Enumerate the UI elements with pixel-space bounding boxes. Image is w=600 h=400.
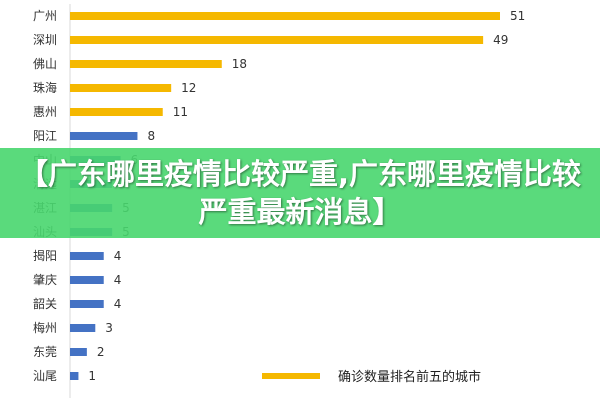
- category-label: 阳江: [33, 129, 57, 143]
- category-label: 肇庆: [33, 272, 57, 287]
- bar: [70, 36, 484, 44]
- data-label: 49: [493, 33, 508, 47]
- legend-swatch: [262, 373, 320, 379]
- category-label: 韶关: [33, 296, 57, 311]
- category-label: 梅州: [33, 320, 57, 335]
- legend: 确诊数量排名前五的城市: [262, 369, 481, 385]
- category-label: 深圳: [33, 33, 57, 47]
- bar: [70, 252, 104, 260]
- data-label: 1: [88, 369, 96, 383]
- bar: [70, 372, 79, 380]
- category-label: 广州: [33, 9, 57, 23]
- legend-label: 确诊数量排名前五的城市: [338, 369, 481, 385]
- data-label: 12: [181, 81, 196, 95]
- category-label: 惠州: [33, 105, 57, 119]
- category-label: 揭阳: [33, 248, 57, 263]
- category-label: 汕尾: [33, 369, 57, 383]
- data-label: 4: [114, 249, 122, 263]
- category-label: 珠海: [33, 80, 57, 95]
- bar: [70, 132, 138, 140]
- bar: [70, 324, 96, 332]
- data-label: 4: [114, 297, 122, 311]
- data-label: 51: [510, 9, 525, 23]
- category-label: 东莞: [33, 345, 57, 359]
- bar: [70, 300, 104, 308]
- page-title[interactable]: 【广东哪里疫情比较严重,广东哪里疫情比较严重最新消息】: [18, 157, 582, 229]
- data-label: 8: [147, 129, 155, 143]
- data-label: 2: [97, 345, 105, 359]
- data-label: 18: [232, 57, 247, 71]
- bar: [70, 348, 87, 356]
- data-label: 4: [114, 273, 122, 287]
- data-label: 3: [105, 321, 113, 335]
- bar: [70, 60, 222, 68]
- data-label: 11: [173, 105, 188, 119]
- category-label: 佛山: [33, 57, 57, 71]
- bar: [70, 12, 500, 20]
- bar: [70, 108, 163, 116]
- bar: [70, 84, 172, 92]
- bar: [70, 276, 104, 284]
- title-banner: 【广东哪里疫情比较严重,广东哪里疫情比较严重最新消息】: [0, 148, 600, 238]
